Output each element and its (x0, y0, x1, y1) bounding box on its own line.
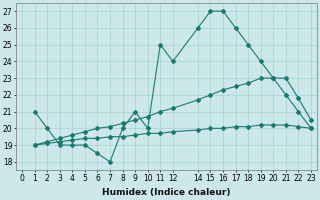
X-axis label: Humidex (Indice chaleur): Humidex (Indice chaleur) (102, 188, 231, 197)
